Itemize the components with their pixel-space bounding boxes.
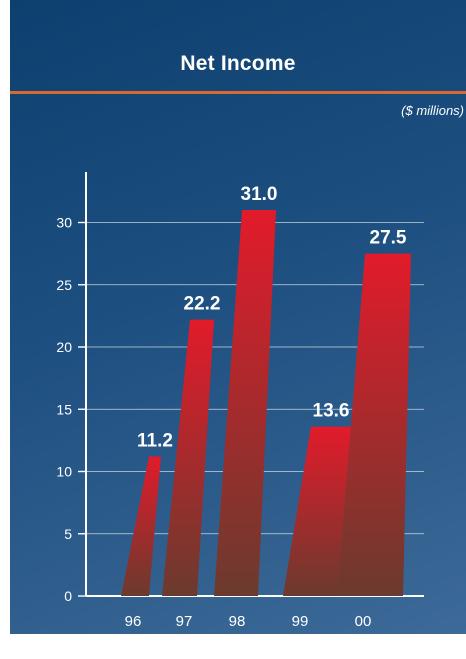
bar-97 [162, 319, 214, 596]
x-tick-label-00: 00 [355, 613, 372, 630]
bar-chart: 0 5 10 15 20 25 30 11.2 96 22.2 97 31.0 98 13.6 99 27.5… [56, 172, 424, 630]
x-tick-label-97: 97 [176, 613, 193, 630]
bar-98 [214, 210, 276, 597]
bars [121, 210, 411, 597]
bar-96 [121, 456, 161, 596]
labels: 0 5 10 15 20 25 30 11.2 96 22.2 97 31.0 98 13.6 99 27.5… [56, 184, 406, 630]
y-tick-label: 10 [56, 464, 72, 480]
chart-panel: Net Income ($ millions) 0 5 10 15 20 25 30 11.2… [10, 0, 466, 634]
x-tick-label-96: 96 [125, 613, 142, 630]
y-tick-label: 20 [56, 339, 72, 355]
x-tick-label-99: 99 [292, 613, 309, 630]
data-label-97: 22.2 [184, 294, 221, 315]
data-label-96: 11.2 [137, 431, 173, 452]
y-tick-label: 5 [64, 526, 72, 542]
data-label-99: 13.6 [313, 401, 350, 422]
y-tick-label: 30 [56, 215, 72, 231]
y-tick-label: 0 [64, 588, 72, 604]
data-label-98: 31.0 [241, 184, 278, 205]
units-label: ($ millions) [401, 103, 464, 118]
bar-00 [337, 253, 411, 596]
title-divider [10, 91, 466, 94]
chart-title: Net Income [180, 52, 296, 75]
bar-99 [283, 426, 351, 596]
x-tick-label-98: 98 [229, 613, 246, 630]
y-tick-label: 15 [56, 401, 72, 417]
data-label-00: 27.5 [370, 228, 407, 249]
y-tick-label: 25 [56, 277, 72, 293]
